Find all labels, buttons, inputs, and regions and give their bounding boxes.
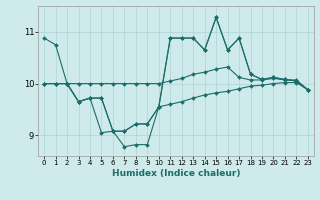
X-axis label: Humidex (Indice chaleur): Humidex (Indice chaleur) — [112, 169, 240, 178]
